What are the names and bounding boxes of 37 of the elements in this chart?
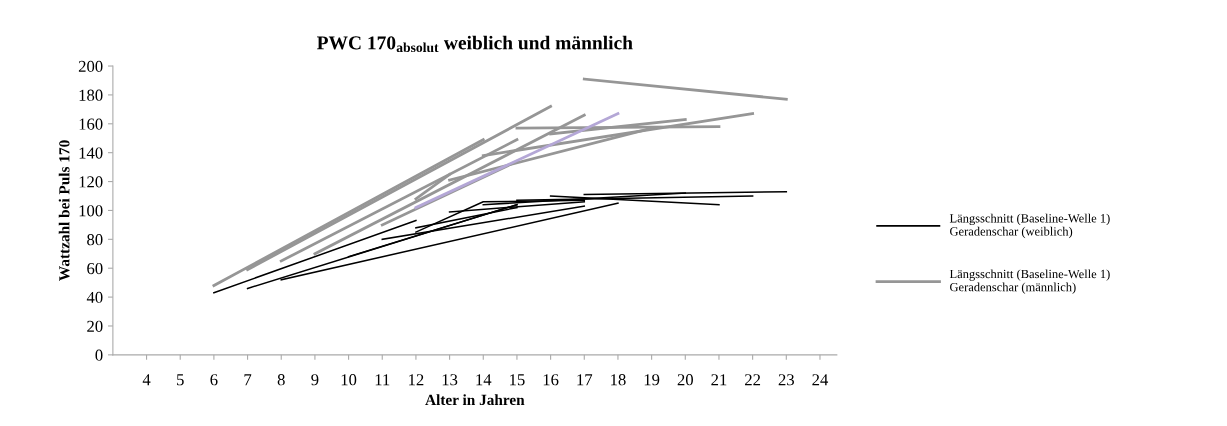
y-tick-label: 180 (79, 89, 103, 101)
x-tick-label: 12 (409, 374, 424, 386)
x-tick-label: 17 (577, 374, 593, 386)
x-tick-label: 9 (311, 374, 319, 386)
y-tick-label: 140 (79, 147, 103, 159)
legend-label: Längsschnitt (Baseline-Welle 1) Geradenschar (weiblich) (949, 213, 1110, 239)
x-tick-label: 8 (277, 374, 285, 386)
y-tick-label: 40 (86, 291, 103, 304)
y-tick-label: 80 (87, 234, 103, 246)
y-tick-label: 60 (87, 262, 103, 275)
y-tick-label: 200 (78, 60, 103, 72)
chart-title: PWC 170$_{absolut}$ weiblich und männlich (317, 35, 633, 53)
x-tick-label: 21 (711, 374, 727, 386)
x-tick-label: 18 (611, 374, 626, 386)
x-tick-label: 6 (210, 374, 218, 386)
x-tick-label: 4 (142, 374, 151, 386)
x-axis-title: Alter in Jahren (425, 394, 525, 406)
x-tick-label: 16 (543, 374, 559, 386)
x-tick-label: 19 (644, 374, 660, 386)
x-tick-label: 14 (476, 374, 492, 386)
y-tick-label: 120 (79, 176, 103, 188)
x-tick-label: 15 (510, 374, 525, 386)
x-tick-label: 23 (778, 374, 794, 386)
y-tick-label: 0 (95, 349, 103, 361)
y-tick-label: 100 (79, 205, 103, 217)
x-tick-label: 24 (812, 374, 829, 386)
x-tick-label: 13 (442, 374, 458, 386)
x-tick-label: 7 (244, 374, 252, 386)
x-tick-label: 20 (677, 374, 693, 386)
x-tick-label: 5 (177, 374, 184, 386)
y-tick-label: 160 (79, 118, 103, 130)
y-axis-title: Wattzahl bei Puls 170 (58, 140, 70, 281)
x-tick-label: 10 (341, 374, 357, 386)
legend-label: Längsschnitt (Baseline-Welle 1) Geradenschar (männlich) (949, 269, 1110, 294)
x-tick-label: 11 (375, 374, 390, 386)
x-tick-label: 22 (745, 374, 761, 386)
y-tick-label: 20 (87, 320, 103, 332)
